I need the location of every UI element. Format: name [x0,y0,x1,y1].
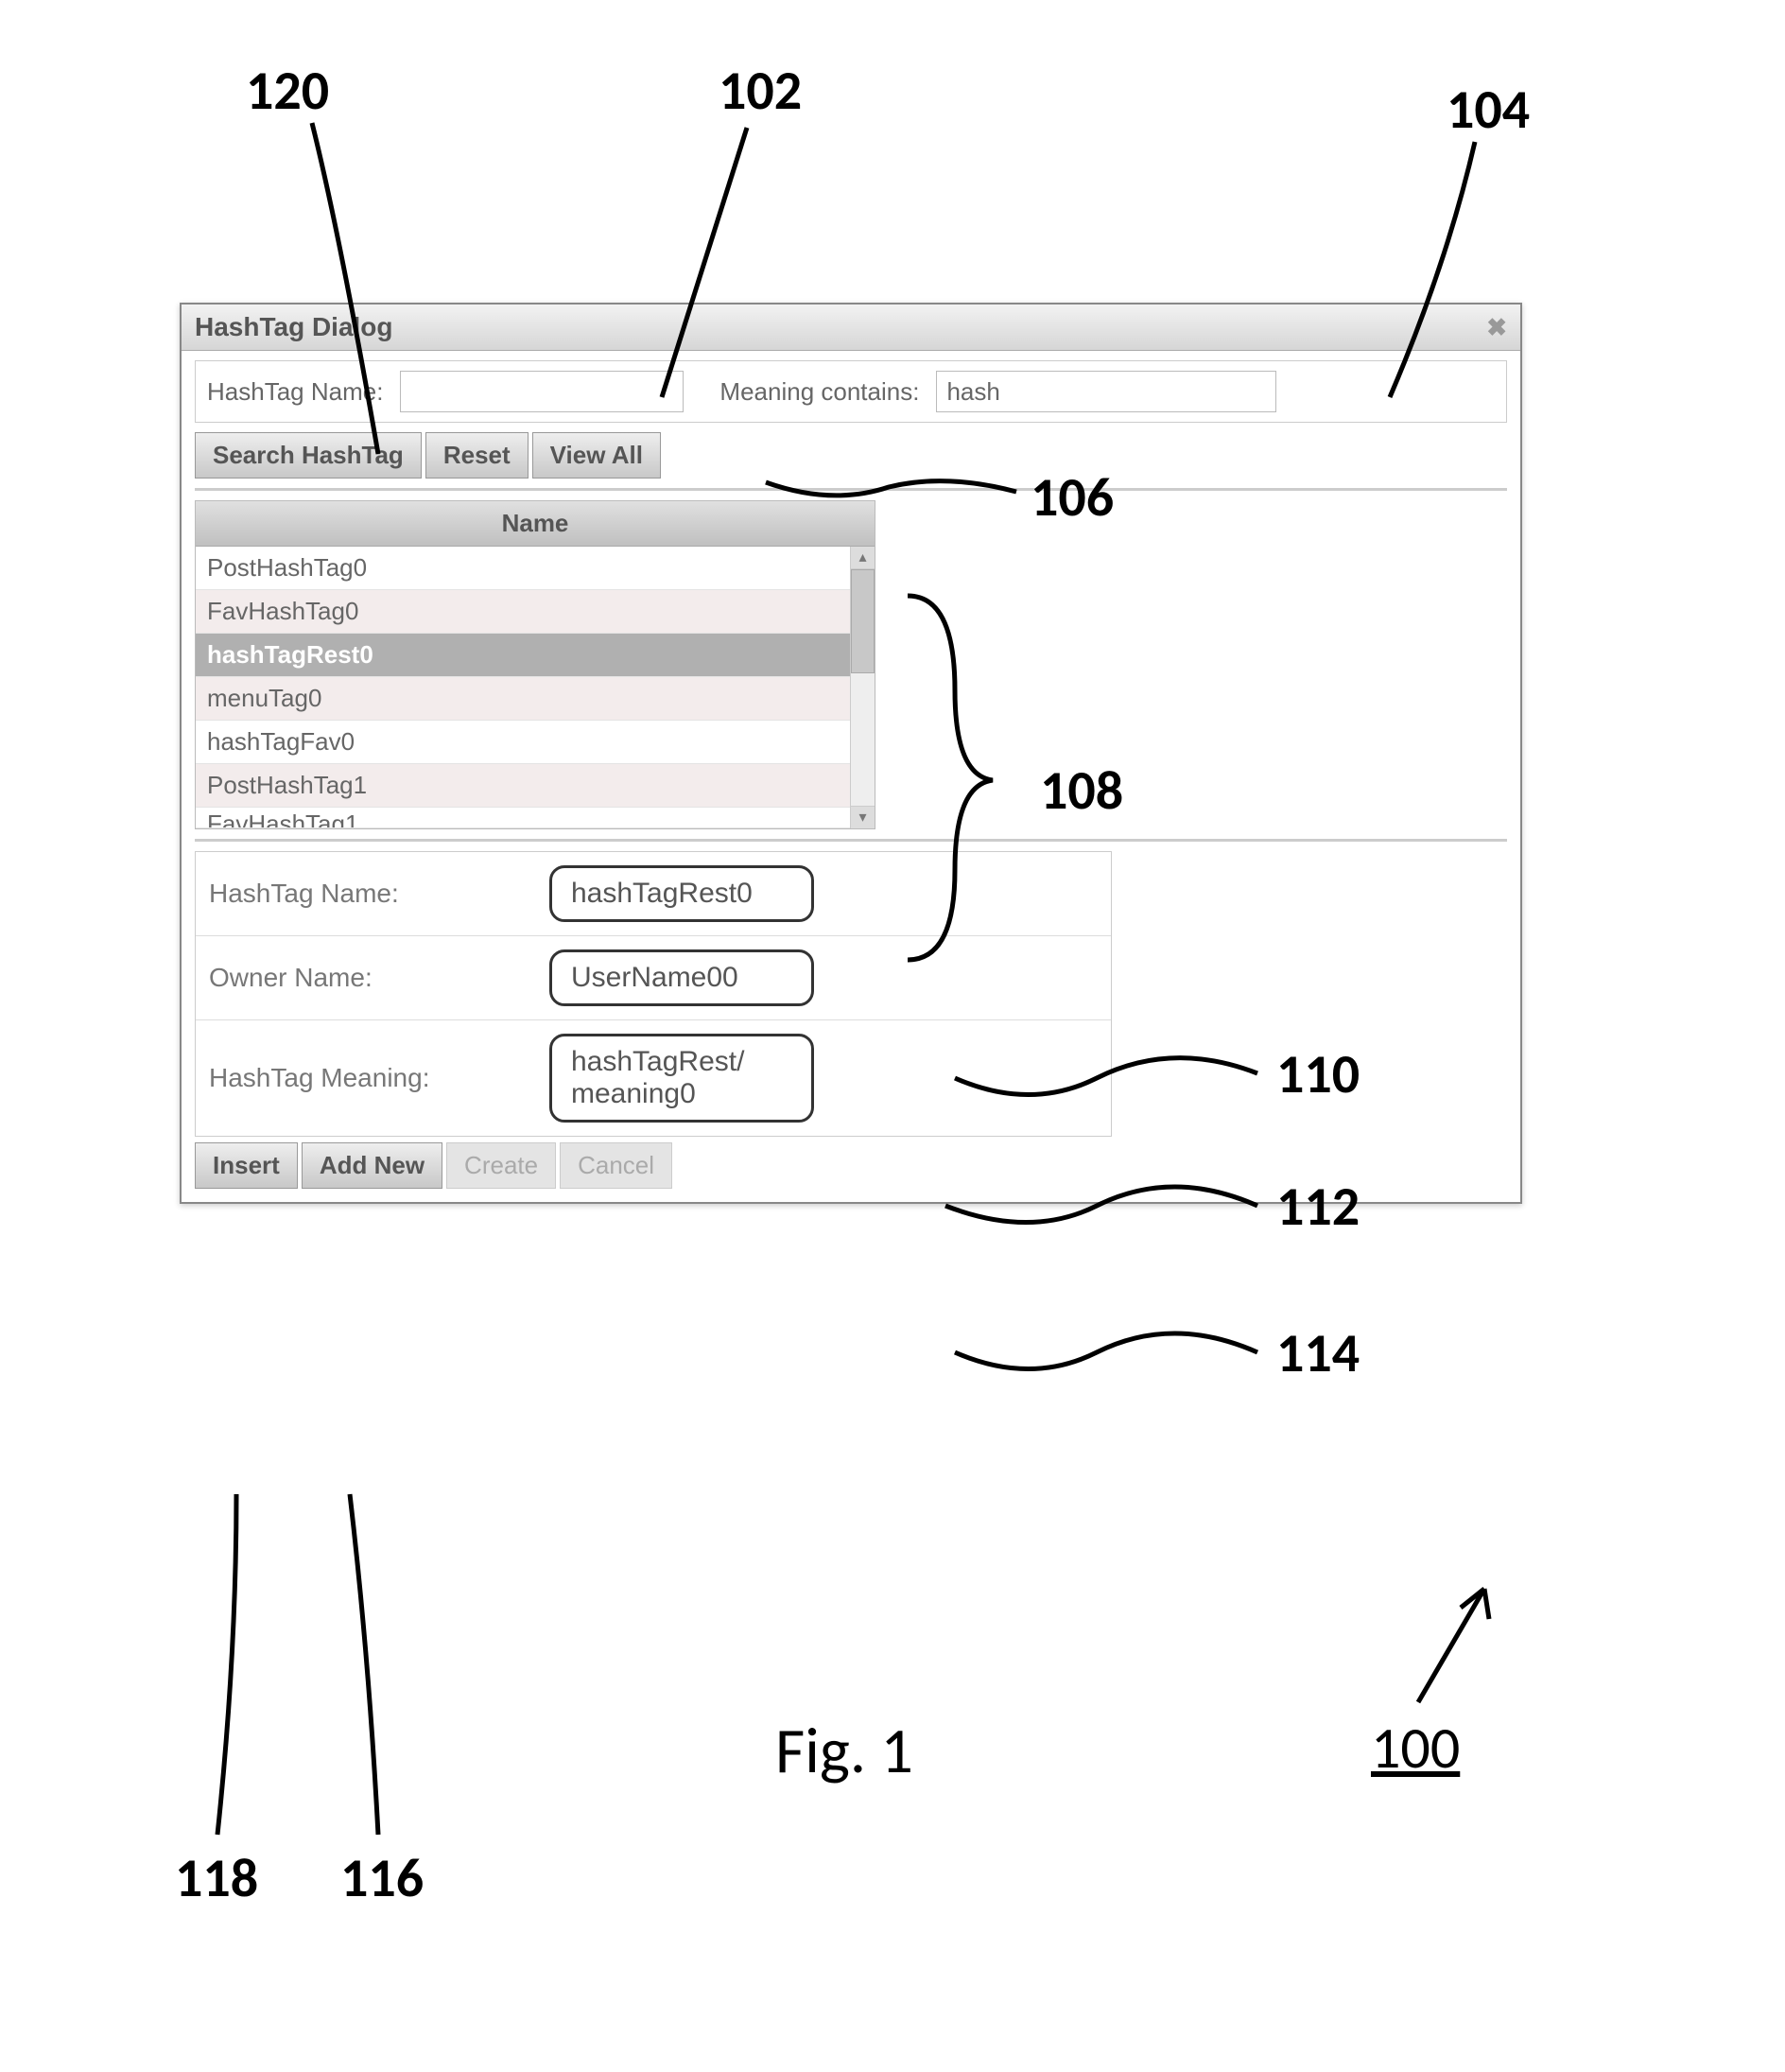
figure-canvas: HashTag Dialog ✖ HashTag Name: Meaning c… [0,0,1785,2072]
leader-lines [0,0,1785,2072]
